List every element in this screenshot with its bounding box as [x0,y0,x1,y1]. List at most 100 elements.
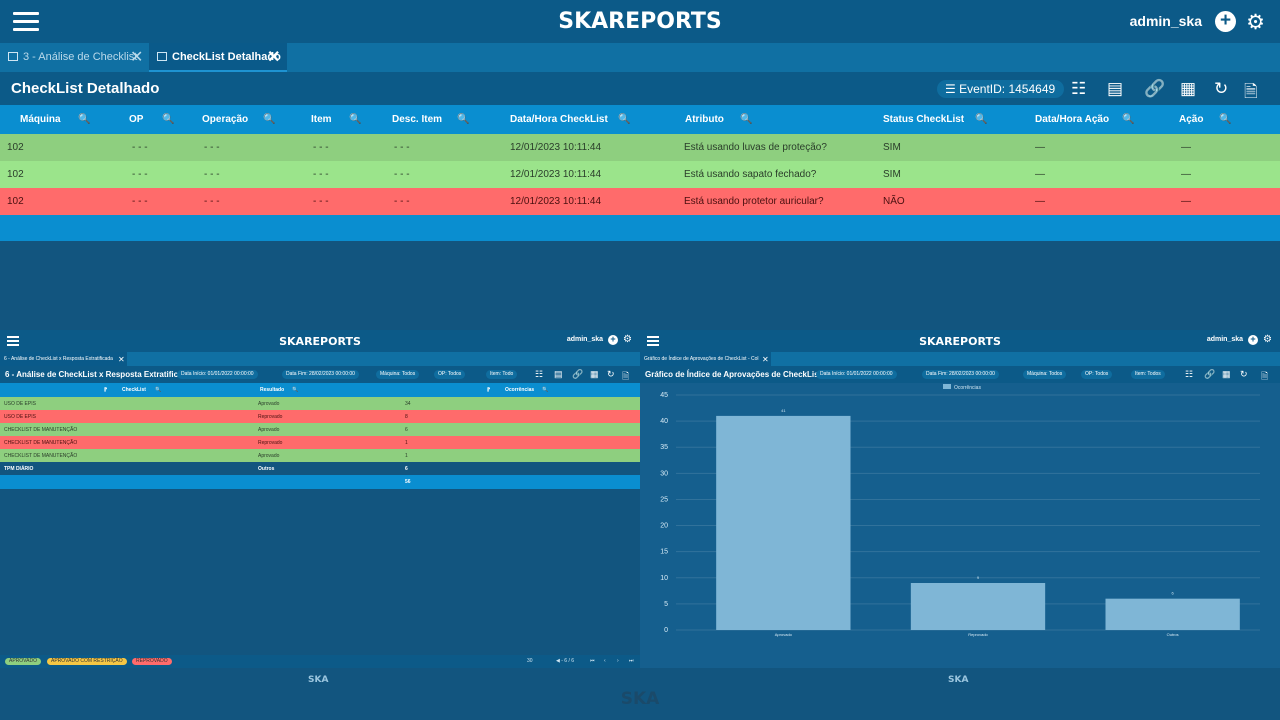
tab-checklist-detalhado[interactable]: CheckList Detalhado ✕ [149,43,287,72]
report-toolbar: CheckList Detalhado ☰ EventID: 1454649 ☷… [0,72,1280,105]
add-icon[interactable]: + [1215,11,1236,32]
gear-icon[interactable]: ⚙ [1246,11,1265,34]
refresh-icon[interactable]: ↻ [1240,369,1248,379]
link-icon[interactable]: 🔗 [1204,369,1216,379]
filter-chip[interactable]: OP: Todos [1081,370,1113,379]
table-row[interactable]: USO DE EPIS Reprovado 8 [0,410,640,423]
close-icon[interactable]: ✕ [267,49,281,66]
qr-code-icon[interactable]: ▦ [1180,79,1197,98]
first-page-icon[interactable]: ⏮ [590,658,595,664]
column-header[interactable]: Resultado [260,387,285,393]
checklist-grid: Máquina 🔍 OP 🔍 Operação 🔍 Item 🔍 Desc. Item 🔍… [0,105,1280,241]
table-row[interactable]: CHECKLIST DE MANUTENÇÃO Reprovado 1 [0,436,640,449]
table-row[interactable]: CHECKLIST DE MANUTENÇÃO Aprovado 6 [0,423,640,436]
pin-icon[interactable]: ⁋ [104,387,108,393]
table-row[interactable]: CHECKLIST DE MANUTENÇÃO Aprovado 1 [0,449,640,462]
search-icon[interactable]: 🔍 [542,387,549,393]
link-icon[interactable]: 🔗 [1144,79,1166,98]
close-icon[interactable]: ✕ [118,355,125,364]
event-id-chip[interactable]: ☰ EventID: 1454649 [937,80,1065,98]
screen-icon[interactable]: ▤ [1107,79,1124,98]
column-header[interactable]: Atributo 🔍 [685,114,753,125]
column-header[interactable]: Status CheckList 🔍 [883,114,988,125]
pin-icon[interactable]: ⁋ [487,387,491,393]
add-icon[interactable]: + [608,335,618,345]
filter-chip[interactable]: Item: Todos [1131,370,1165,379]
gear-icon[interactable]: ⚙ [623,334,632,345]
column-header[interactable]: Data/Hora Ação 🔍 [1035,114,1135,125]
screen-icon[interactable]: ▤ [554,369,563,379]
y-tick-label: 35 [660,444,668,451]
search-icon[interactable]: 🔍 [155,387,162,393]
menu-icon[interactable] [647,336,659,346]
table-row[interactable]: 102- - -- - -- - -- - -12/01/2023 10:11:… [0,161,1280,188]
last-page-icon[interactable]: ⏭ [629,658,634,664]
column-header[interactable]: Ocorrências [505,387,535,393]
table-row[interactable]: USO DE EPIS Aprovado 34 [0,397,640,410]
search-icon[interactable]: 🔍 [457,114,470,125]
user-name[interactable]: admin_ska [566,336,603,343]
sliders-icon[interactable]: ☷ [1185,369,1194,379]
menu-icon[interactable] [7,336,19,346]
sliders-icon[interactable]: ☷ [1071,79,1087,98]
legend-label: Ocorrências [954,385,981,391]
search-icon[interactable]: 🔍 [1219,114,1232,125]
qr-code-icon[interactable]: ▦ [1222,369,1231,379]
document-icon[interactable]: 🗎 [1244,82,1258,101]
panel-tab-bar: Gráfico de Índice de Aprovações de Check… [640,352,1280,366]
legend-approved-restriction: APROVADO COM RESTRIÇÃO [47,658,127,665]
search-icon[interactable]: 🔍 [618,114,631,125]
report-icon [157,52,167,61]
sliders-icon[interactable]: ☷ [535,369,544,379]
filter-chip[interactable]: Data Início: 01/01/2022 00:00:00 [177,370,258,379]
user-name[interactable]: admin_ska [1206,336,1243,343]
menu-icon[interactable] [13,12,39,31]
tab-analise-extratificada[interactable]: 6 - Análise de CheckList x Resposta Extr… [0,352,127,366]
search-icon[interactable]: 🔍 [78,114,91,125]
add-icon[interactable]: + [1248,335,1258,345]
search-icon[interactable]: 🔍 [975,114,988,125]
column-header[interactable]: CheckList [122,387,146,393]
table-row[interactable]: TPM DIÁRIO Outros 6 [0,462,640,475]
search-icon[interactable]: 🔍 [349,114,362,125]
close-icon[interactable]: ✕ [130,49,144,66]
y-tick-label: 10 [660,575,668,582]
filter-chip[interactable]: Item: Todo [486,370,518,379]
column-header[interactable]: Data/Hora CheckList 🔍 [510,114,631,125]
document-icon[interactable]: 🗎 [622,371,630,381]
search-icon[interactable]: 🔍 [162,114,175,125]
column-header[interactable]: Item 🔍 [311,114,362,125]
qr-code-icon[interactable]: ▦ [590,369,599,379]
column-header[interactable]: OP 🔍 [129,114,175,125]
y-tick-label: 40 [660,418,668,425]
column-header[interactable]: Ação 🔍 [1179,114,1232,125]
page-size-select[interactable]: 30 [527,658,533,664]
search-icon[interactable]: 🔍 [263,114,276,125]
next-page-icon[interactable]: › [617,658,619,664]
gear-icon[interactable]: ⚙ [1263,334,1272,345]
column-header[interactable]: Desc. Item 🔍 [392,114,470,125]
search-icon[interactable]: 🔍 [1122,114,1135,125]
table-row[interactable]: 102- - -- - -- - -- - -12/01/2023 10:11:… [0,134,1280,161]
column-header[interactable]: Operação 🔍 [202,114,276,125]
filter-chip[interactable]: OP: Todos [434,370,466,379]
user-name[interactable]: admin_ska [1129,13,1202,29]
tab-analise-checklist[interactable]: 3 - Análise de Checklist ✕ [0,43,149,72]
link-icon[interactable]: 🔗 [572,369,584,379]
search-icon[interactable]: 🔍 [740,114,753,125]
table-row[interactable]: 102- - -- - -- - -- - -12/01/2023 10:11:… [0,188,1280,215]
refresh-icon[interactable]: ↻ [1214,79,1229,98]
search-icon[interactable]: 🔍 [292,387,299,393]
filter-chip[interactable]: Data Fim: 28/02/2023 00:00:00 [282,370,359,379]
filter-chip[interactable]: Data Fim: 28/02/2023 00:00:00 [922,370,999,379]
column-header[interactable]: Máquina 🔍 [20,114,91,125]
close-icon[interactable]: ✕ [762,355,769,364]
document-icon[interactable]: 🗎 [1261,371,1269,381]
prev-page-icon[interactable]: ‹ [604,658,606,664]
refresh-icon[interactable]: ↻ [607,369,615,379]
filter-chip[interactable]: Data Início: 01/01/2022 00:00:00 [816,370,897,379]
left-report-panel: SKAREPORTS admin_ska + ⚙ 6 - Análise de … [0,330,640,668]
filter-chip[interactable]: Máquina: Todos [1023,370,1067,379]
tab-grafico-aprovacoes[interactable]: Gráfico de Índice de Aprovações de Check… [640,352,771,366]
filter-chip[interactable]: Máquina: Todos [376,370,420,379]
